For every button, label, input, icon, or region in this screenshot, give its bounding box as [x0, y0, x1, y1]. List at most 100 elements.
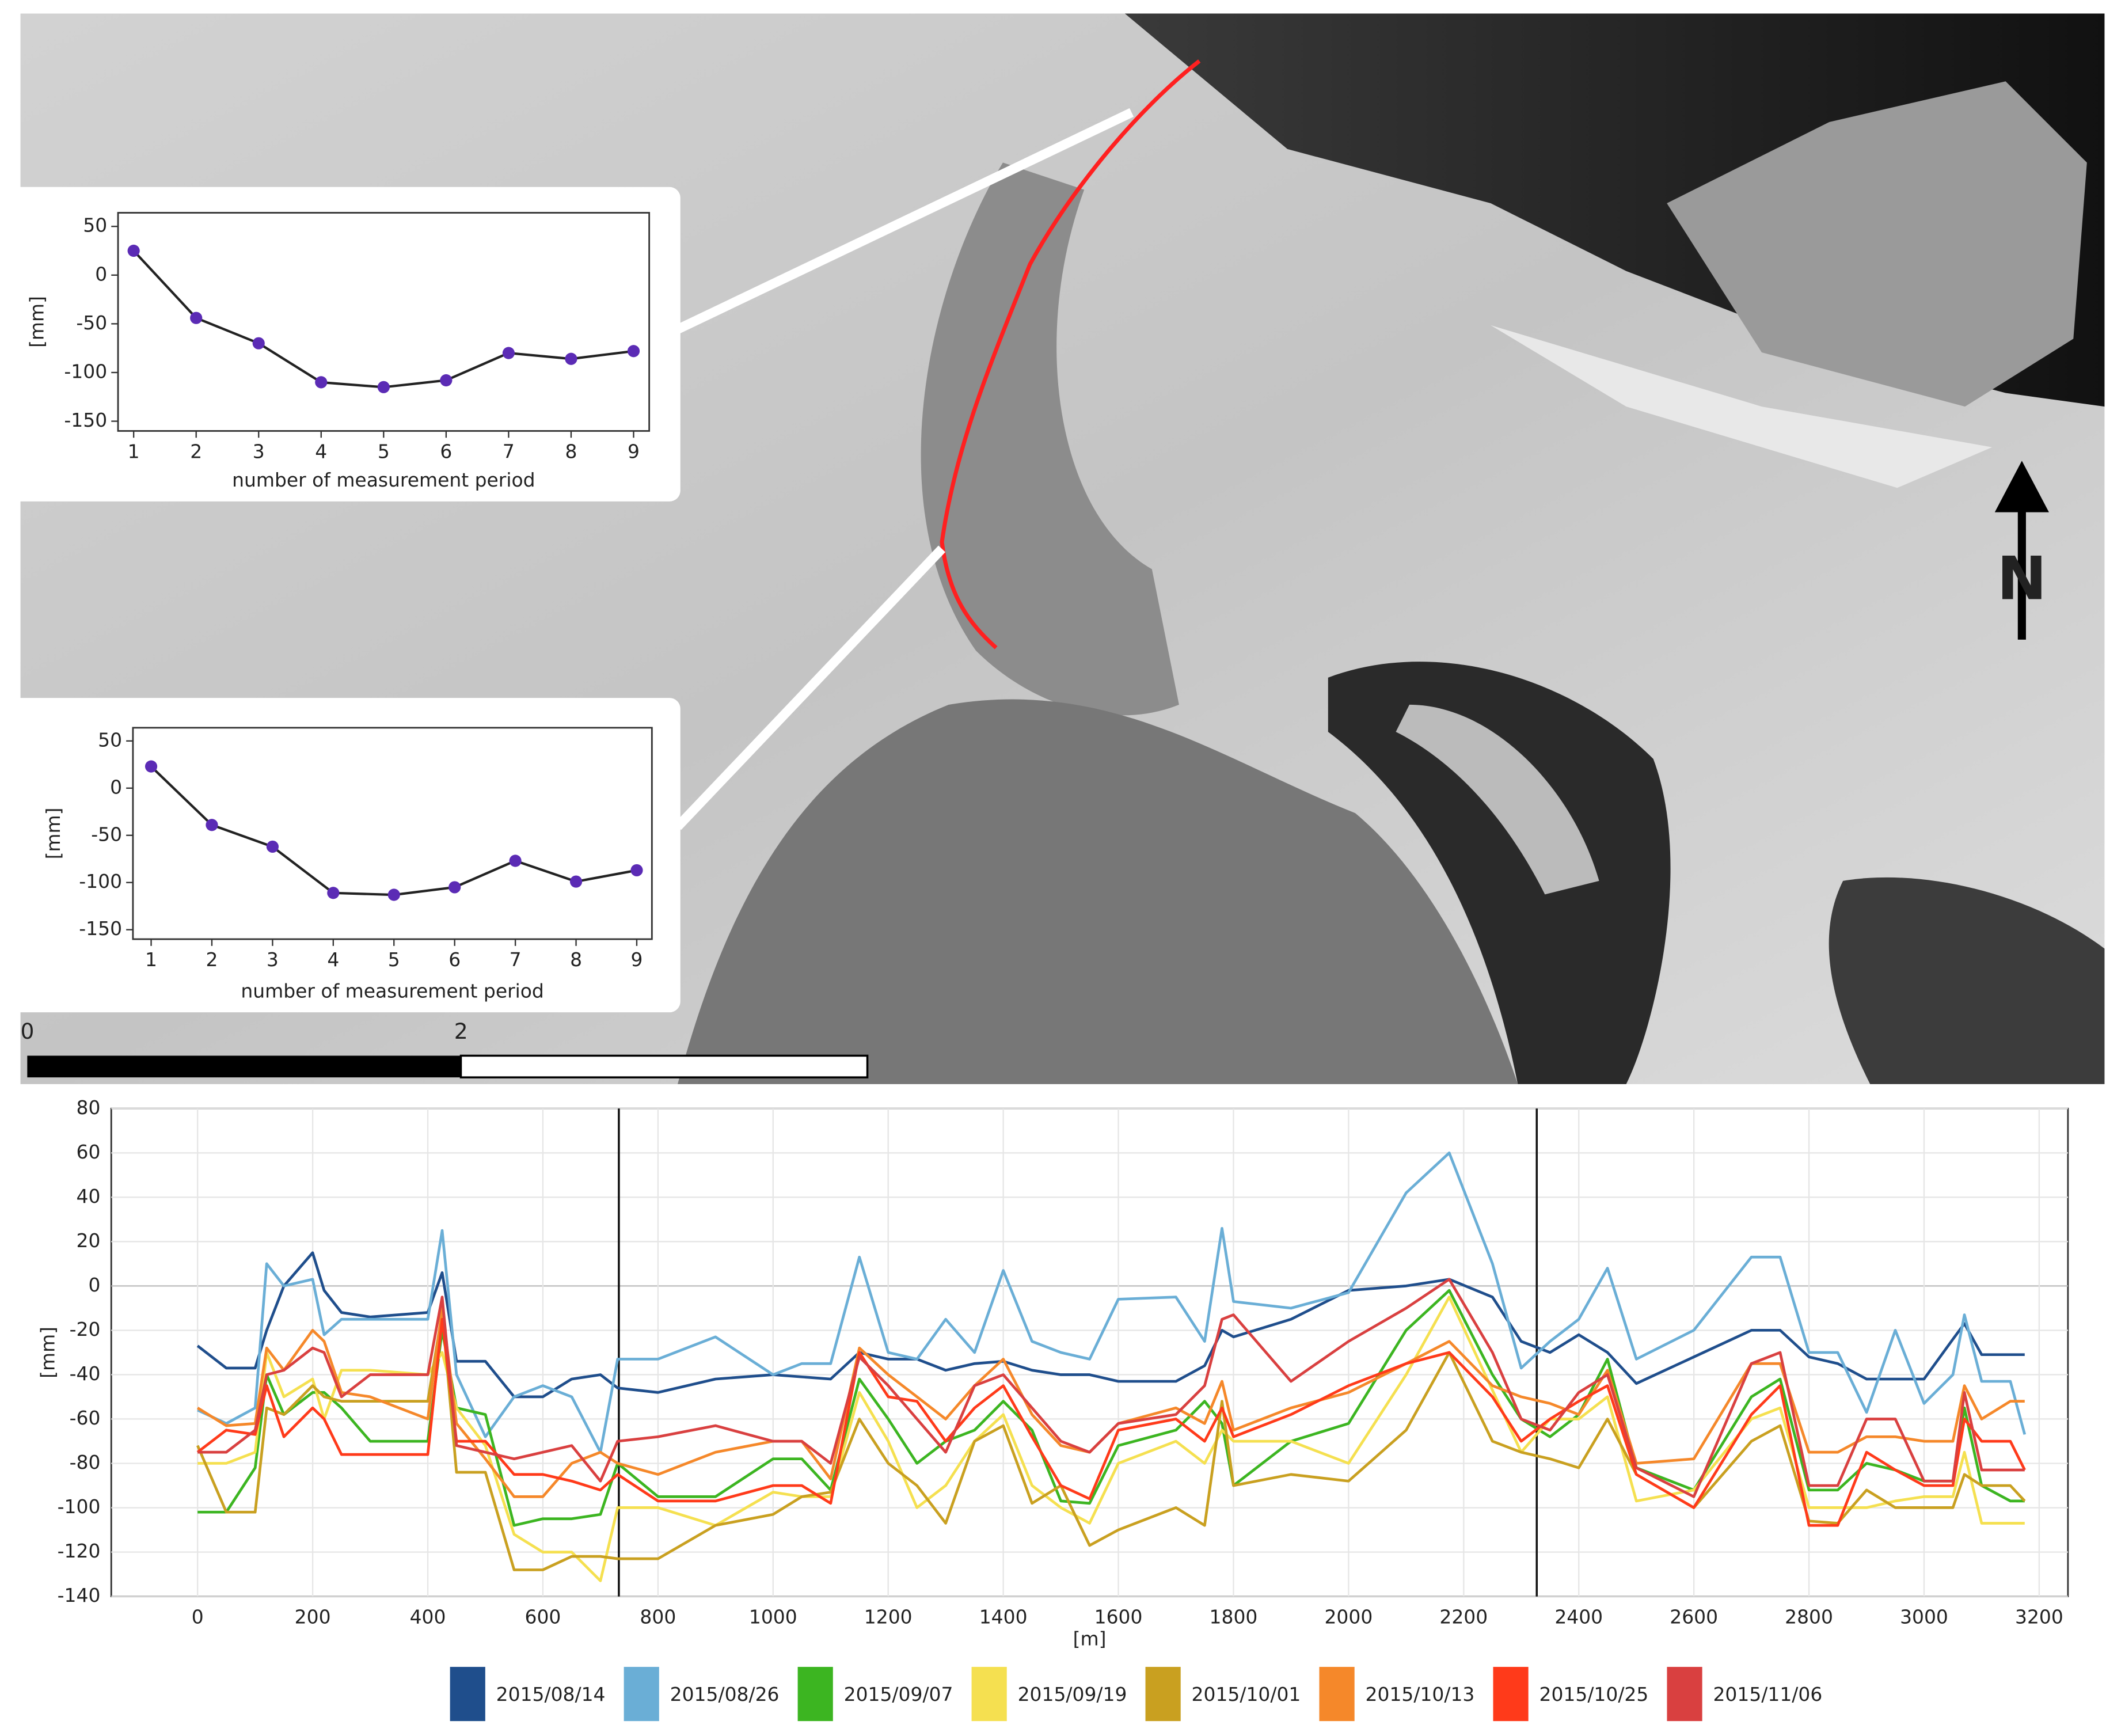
map-crater: [1328, 662, 1671, 1084]
y-axis-label: [mm]: [26, 296, 48, 348]
x-tick-label: 3200: [2015, 1606, 2063, 1628]
series-line: [197, 1278, 2025, 1498]
legend-label: 2015/09/07: [844, 1683, 953, 1705]
y-tick-label: 60: [77, 1141, 101, 1163]
x-tick-label: 7: [510, 948, 522, 971]
y-tick-label: 40: [77, 1185, 101, 1207]
x-tick-label: 800: [640, 1606, 676, 1628]
y-tick-label: -40: [70, 1362, 101, 1385]
x-tick-label: 1400: [979, 1606, 1028, 1628]
x-tick-label: 6: [440, 440, 452, 463]
x-tick-label: 0: [192, 1606, 204, 1628]
y-tick-label: 0: [88, 1274, 100, 1296]
series-line: [197, 1296, 2025, 1582]
x-tick-label: 600: [525, 1606, 561, 1628]
y-tick-label: -150: [64, 409, 107, 431]
point: [190, 312, 203, 324]
point: [315, 376, 328, 389]
legend-swatch: [971, 1666, 1007, 1722]
scale-label: 0: [21, 1019, 35, 1044]
x-tick-label: 7: [503, 440, 515, 463]
y-tick-label: -150: [79, 917, 122, 940]
point: [509, 854, 522, 867]
y-tick-label: -80: [70, 1451, 101, 1473]
x-tick-label: 3: [253, 440, 265, 463]
legend-label: 2015/08/14: [496, 1683, 606, 1705]
y-tick-label: -120: [58, 1540, 101, 1562]
y-tick-label: -50: [76, 312, 107, 334]
x-tick-label: 400: [410, 1606, 446, 1628]
point: [448, 881, 461, 894]
x-tick-label: 8: [565, 440, 577, 463]
y-tick-label: -20: [70, 1318, 101, 1340]
profile-line: [940, 59, 1201, 649]
x-tick-label: 4: [327, 948, 339, 971]
legend-swatch: [1319, 1666, 1355, 1722]
legend-label: 2015/09/19: [1018, 1683, 1127, 1705]
point: [266, 840, 279, 853]
scale-bar-black: [27, 1055, 461, 1078]
point: [627, 345, 640, 358]
x-tick-label: 2000: [1324, 1606, 1373, 1628]
x-tick-label: 5: [388, 948, 400, 971]
scale-label: 2: [454, 1019, 468, 1044]
series-line: [197, 1151, 2027, 1454]
map-slope: [1667, 81, 2087, 407]
y-tick-label: 0: [95, 263, 107, 285]
point: [377, 381, 390, 393]
y-tick-label: -100: [64, 360, 107, 382]
legend-label: 2015/10/25: [1539, 1683, 1649, 1705]
north-label: N: [1997, 544, 2047, 613]
north-arrow-head: [1994, 461, 2049, 512]
x-tick-label: 8: [570, 948, 582, 971]
point: [569, 875, 583, 888]
y-tick-label: 50: [83, 214, 107, 237]
y-tick-label: 0: [110, 776, 122, 798]
y-tick-label: 80: [77, 1096, 101, 1119]
y-axis-label: [mm]: [42, 808, 64, 860]
legend-swatch: [1667, 1666, 1702, 1722]
point: [440, 374, 453, 387]
connector-line: [675, 108, 1134, 334]
map-snow-slope: [1491, 325, 1993, 488]
x-tick-label: 1: [145, 948, 157, 971]
point: [206, 819, 218, 831]
point: [565, 352, 577, 365]
map-scarp: [921, 162, 1179, 716]
connector-line: [674, 545, 945, 830]
legend-label: 2015/08/26: [670, 1683, 780, 1705]
x-tick-label: 6: [448, 948, 461, 971]
series-line: [196, 1317, 2026, 1527]
y-tick-label: -140: [58, 1584, 101, 1606]
legend-swatch: [797, 1666, 833, 1722]
x-tick-label: 2600: [1670, 1606, 1718, 1628]
legend-swatch: [624, 1666, 659, 1722]
map-crater-rim: [1396, 704, 1599, 895]
point: [327, 887, 340, 899]
y-tick-label: -50: [91, 823, 122, 845]
x-tick-label: 9: [631, 948, 643, 971]
x-tick-label: 3: [267, 948, 279, 971]
x-tick-label: 4: [315, 440, 327, 463]
plot-area: [132, 727, 653, 940]
x-axis-label: number of measurement period: [241, 979, 543, 1002]
map: 0 2 N: [0, 13, 2105, 1084]
x-tick-label: 9: [628, 440, 640, 463]
legend-swatch: [450, 1666, 485, 1722]
x-tick-label: 2400: [1554, 1606, 1603, 1628]
point: [252, 337, 265, 350]
x-tick-label: 1800: [1210, 1606, 1258, 1628]
point: [630, 864, 643, 876]
x-tick-label: 2: [190, 440, 202, 463]
y-tick-label: 20: [77, 1229, 101, 1252]
y-tick-label: -100: [79, 870, 122, 892]
legend-label: 2015/10/01: [1192, 1683, 1301, 1705]
y-tick-label: -60: [70, 1407, 101, 1429]
x-tick-label: 2800: [1785, 1606, 1833, 1628]
legend-swatch: [1145, 1666, 1181, 1722]
x-tick-label: 1: [128, 440, 140, 463]
legend-swatch: [1493, 1666, 1529, 1722]
x-tick-label: 2200: [1439, 1606, 1488, 1628]
